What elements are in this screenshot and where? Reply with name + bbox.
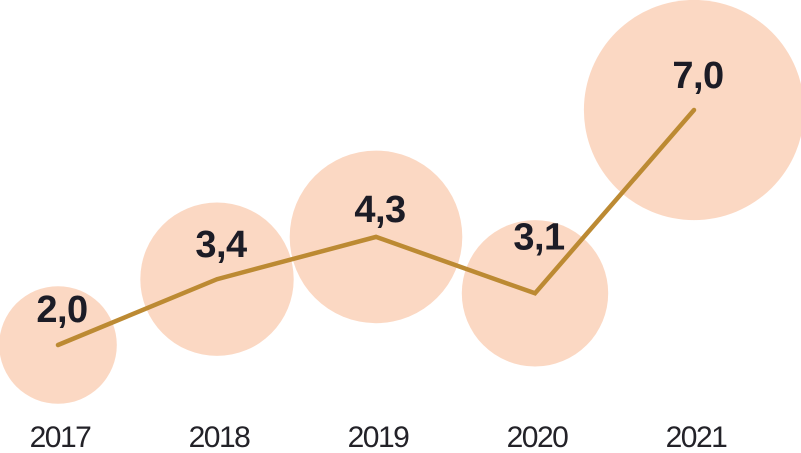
x-axis-label-2020: 2020 (507, 421, 569, 453)
trend-line (55, 107, 697, 348)
x-axis-label-2017: 2017 (30, 421, 92, 453)
value-label-2021: 7,0 (672, 55, 723, 97)
value-label-2018: 3,4 (195, 224, 247, 266)
value-label-2019: 4,3 (354, 189, 405, 231)
x-axis-label-2018: 2018 (189, 421, 251, 453)
x-axis-label-2021: 2021 (666, 421, 728, 453)
value-label-2017: 2,0 (36, 289, 87, 331)
x-axis-label-2019: 2019 (348, 421, 410, 453)
value-label-2020: 3,1 (513, 216, 565, 258)
